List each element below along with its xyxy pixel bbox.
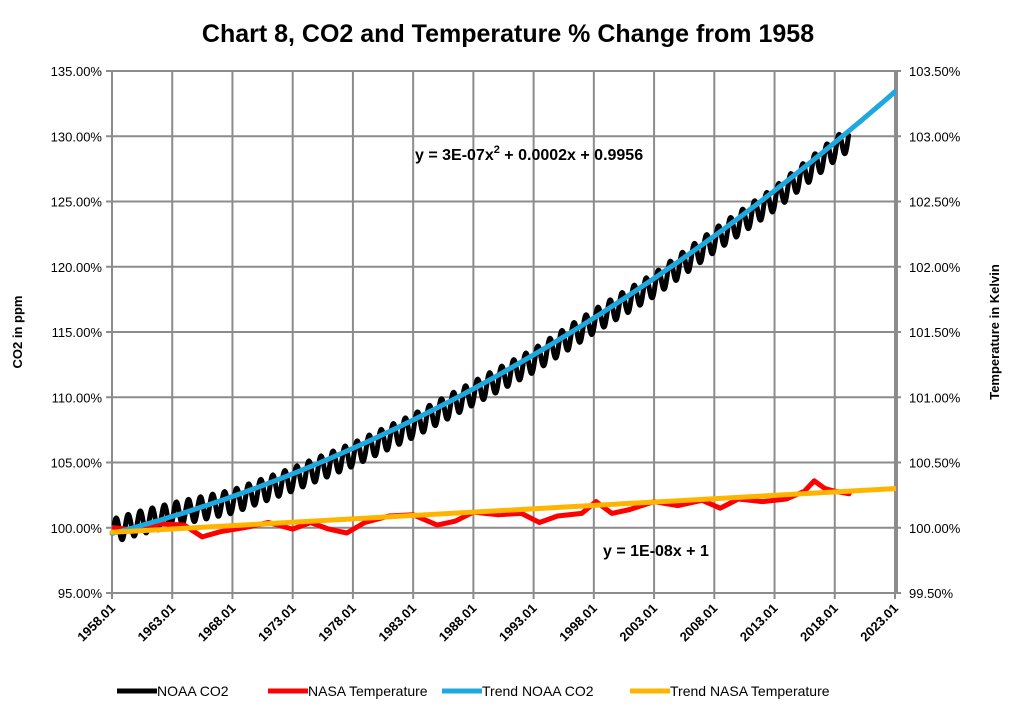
x-tick-label: 1998.01: [556, 601, 600, 645]
co2-eq-main: y = 3E-07x: [415, 147, 494, 164]
series-line-noaa-co2: [111, 131, 852, 543]
y-tick-label: 115.00%: [52, 325, 103, 340]
legend-label: Trend NASA Temperature: [670, 683, 830, 699]
co2-eq-rest: + 0.0002x + 0.9956: [500, 147, 643, 164]
legend-label: NOAA CO2: [157, 683, 229, 699]
legend-label: NASA Temperature: [308, 683, 428, 699]
y2-tick-label: 99.50%: [909, 586, 954, 601]
x-tick-label: 1963.01: [135, 601, 179, 645]
y-tick-label: 110.00%: [52, 390, 103, 405]
temp-trend-equation: y = 1E-08x + 1: [603, 543, 709, 560]
x-tick-label: 2018.01: [797, 601, 841, 645]
y2-tick-label: 103.50%: [909, 64, 961, 79]
y2-tick-label: 100.50%: [909, 456, 961, 471]
x-tick-label: 1958.01: [74, 601, 118, 645]
y2-tick-label: 100.00%: [909, 521, 961, 536]
chart-title: Chart 8, CO2 and Temperature % Change fr…: [202, 20, 814, 48]
grid: [106, 70, 901, 599]
series-layer: [109, 89, 898, 543]
y-tick-label: 135.00%: [51, 64, 103, 79]
x-tick-label: 2008.01: [677, 601, 721, 645]
x-tick-label: 1993.01: [496, 601, 540, 645]
x-tick-label: 1983.01: [375, 601, 419, 645]
x-tick-label: 1988.01: [436, 601, 480, 645]
x-tick-label: 1978.01: [315, 601, 359, 645]
legend: NOAA CO2 NASA Temperature Trend NOAA CO2 Tr…: [117, 683, 830, 699]
y2-tick-label: 102.00%: [909, 260, 961, 275]
x-tick-label: 1968.01: [195, 601, 239, 645]
y-tick-label: 120.00%: [51, 260, 103, 275]
x-tick-label: 1973.01: [255, 601, 299, 645]
y2-tick-label: 101.00%: [909, 390, 961, 405]
y2-tick-label: 102.50%: [909, 195, 961, 210]
y2-tick-label: 101.50%: [909, 325, 961, 340]
series-line-trend-nasa-temperature: [109, 486, 898, 535]
y-tick-label: 125.00%: [51, 195, 103, 210]
x-tick-label: 2003.01: [616, 601, 660, 645]
y-tick-label: 130.00%: [51, 129, 103, 144]
series-line-trend-noaa-co2: [109, 89, 898, 536]
y2-tick-label: 103.00%: [909, 129, 961, 144]
y-tick-label: 105.00%: [51, 456, 103, 471]
legend-label: Trend NOAA CO2: [482, 683, 594, 699]
co2-eq-sup: 2: [494, 144, 500, 156]
y-tick-label: 100.00%: [51, 521, 103, 536]
y2-axis-label: Temperature in Kelvin: [987, 264, 1002, 400]
x-tick-label: 2023.01: [857, 601, 901, 645]
co2-trend-equation: y = 3E-07x2 + 0.0002x + 0.9956: [415, 144, 643, 164]
x-tick-label: 2013.01: [737, 601, 781, 645]
y-axis-label: CO2 in ppm: [10, 296, 25, 369]
y-tick-label: 95.00%: [58, 586, 103, 601]
